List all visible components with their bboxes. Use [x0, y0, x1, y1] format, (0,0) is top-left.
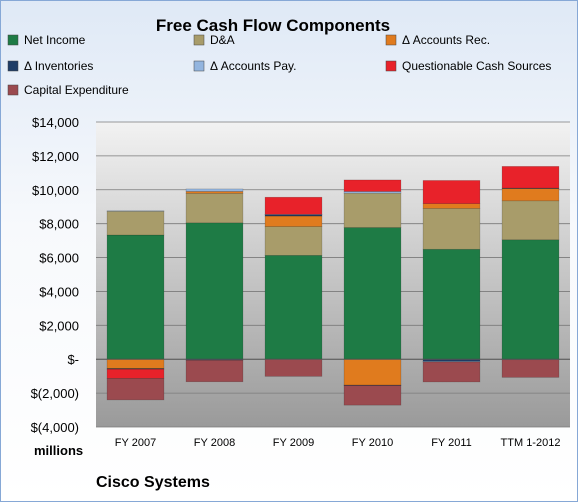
y-tick-label: $6,000 [39, 251, 79, 266]
x-tick-label: TTM 1-2012 [501, 437, 561, 449]
bar-segment [185, 222, 244, 360]
legend-swatch-capital-expenditure [7, 84, 19, 96]
y-axis-ticks: $14,000 $12,000 $10,000 $8,000 $6,000 $4,000 $… [31, 115, 79, 435]
plot-area [96, 122, 570, 427]
y-tick-label: $- [67, 352, 79, 367]
legend: Net Income D&A Δ Accounts Rec. Δ Inventorie… [7, 33, 551, 97]
legend-label-inventories: Δ Inventories [24, 59, 93, 73]
x-tick-label: FY 2007 [115, 437, 156, 449]
bar-segment [106, 234, 165, 360]
y-tick-label: $2,000 [39, 318, 79, 333]
bar-segment [106, 368, 165, 370]
bar-segment [106, 210, 165, 212]
bar-segment [501, 188, 560, 202]
bar-segment [343, 385, 402, 406]
company-label: Cisco Systems [96, 474, 210, 491]
bar-segment [106, 358, 165, 369]
bar-segment [343, 192, 402, 228]
y-tick-label: $12,000 [32, 149, 79, 164]
legend-swatch-accounts-rec [385, 34, 397, 46]
legend-swatch-inventories [7, 60, 19, 72]
bar-segment [501, 239, 560, 360]
legend-swatch-net-income [7, 34, 19, 46]
legend-label-accounts-pay: Δ Accounts Pay. [210, 59, 297, 73]
bar-segment [501, 359, 560, 378]
bar-segment [106, 368, 165, 379]
bar-segment [264, 196, 323, 215]
x-tick-label: FY 2008 [194, 437, 235, 449]
bar-segment [422, 180, 481, 204]
gridlines [96, 121, 570, 428]
bar-segment [422, 248, 481, 360]
legend-swatch-accounts-pay [193, 60, 205, 72]
bar-segment [343, 227, 402, 360]
bar-segment [343, 179, 402, 192]
y-tick-label: $10,000 [32, 183, 79, 198]
units-label: millions [34, 443, 83, 458]
y-tick-label: $(2,000) [31, 386, 79, 401]
bar-segment [264, 215, 323, 227]
bar-segment [422, 208, 481, 250]
bar-segment [422, 361, 481, 383]
bar-segment [501, 200, 560, 241]
x-axis-categories: FY 2007 FY 2008 FY 2009 FY 2010 FY 2011 TTM 1… [115, 437, 561, 449]
bar-segment [264, 358, 323, 377]
legend-swatch-questionable-cash-sources [385, 60, 397, 72]
y-tick-label: $14,000 [32, 115, 79, 130]
bar-segment [185, 193, 244, 224]
legend-label-d-a: D&A [210, 33, 235, 47]
legend-label-questionable-cash-sources: Questionable Cash Sources [402, 59, 551, 73]
x-tick-label: FY 2009 [273, 437, 314, 449]
bar-segment [185, 359, 244, 383]
y-tick-label: $4,000 [39, 284, 79, 299]
bar-segment [106, 210, 165, 236]
bar-segment [264, 255, 323, 360]
bar-segment [343, 191, 402, 194]
bars [106, 166, 560, 406]
bar-segment [106, 378, 165, 401]
y-tick-label: $8,000 [39, 217, 79, 232]
legend-swatch-d-a [193, 34, 205, 46]
y-tick-label: $(4,000) [31, 420, 79, 435]
bar-segment [343, 358, 402, 386]
x-tick-label: FY 2010 [352, 437, 393, 449]
legend-label-net-income: Net Income [24, 33, 86, 47]
bar-segment [501, 166, 560, 189]
legend-label-capital-expenditure: Capital Expenditure [24, 83, 129, 97]
chart-title: Free Cash Flow Components [156, 16, 390, 35]
bar-segment [185, 188, 244, 192]
bar-segment [264, 226, 323, 256]
legend-label-accounts-rec: Δ Accounts Rec. [402, 33, 490, 47]
bar-segment [422, 203, 481, 209]
x-tick-label: FY 2011 [431, 437, 472, 449]
